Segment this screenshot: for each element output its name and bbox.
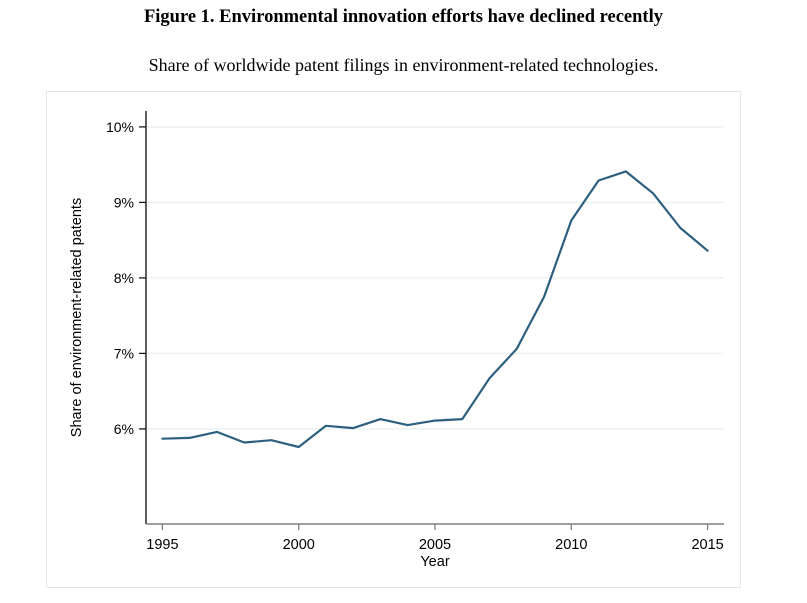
y-tick-label: 9%: [114, 194, 134, 210]
y-axis-title: Share of environment-related patents: [69, 198, 85, 437]
x-tick-label: 2010: [555, 537, 587, 553]
x-tick-label: 2000: [283, 537, 315, 553]
x-tick-label: 2015: [691, 537, 723, 553]
y-tick-label: 8%: [114, 270, 134, 286]
y-tick-label: 10%: [106, 119, 134, 135]
figure-title: Figure 1. Environmental innovation effor…: [143, 7, 663, 27]
x-tick-label: 1995: [146, 537, 178, 553]
chart-figure-box: 6% 7% 8% 9% 10% 1995 2000 2005 2010 2015 Share of …: [46, 91, 741, 588]
y-tick-label: 7%: [114, 345, 134, 361]
trend-line: [161, 170, 709, 449]
chart-svg: 6% 7% 8% 9% 10% 1995 2000 2005 2010 2015 Share of …: [69, 111, 724, 570]
x-axis-title: Year: [420, 554, 449, 570]
figure-subtitle: Share of worldwide patent filings in env…: [148, 55, 659, 75]
x-tick-label: 2005: [419, 537, 451, 553]
y-tick-label: 6%: [114, 421, 134, 437]
